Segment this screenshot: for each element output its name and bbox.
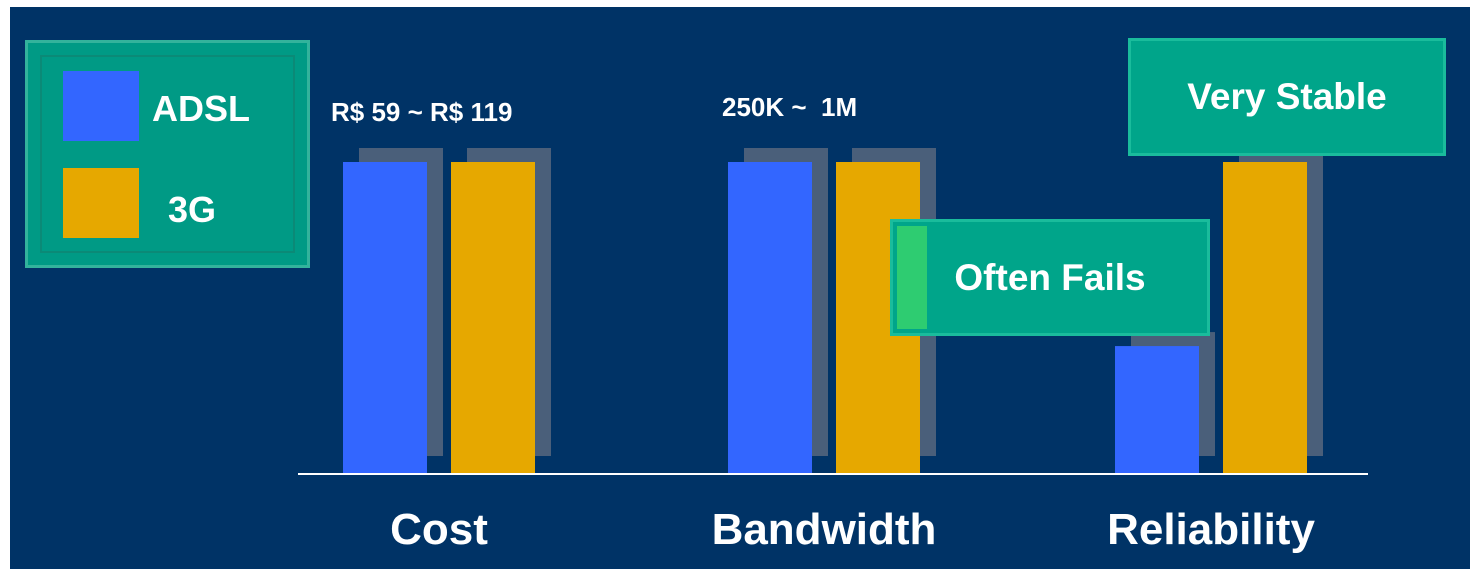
callout-often-fails-text: Often Fails [954,256,1146,298]
legend-swatch-3g [63,168,139,238]
callout-very-stable-text: Very Stable [1187,76,1387,117]
bars [343,162,1307,474]
callout-very-stable: Very Stable [1128,38,1446,156]
bandwidth-range-label: 250K ~ 1M [722,92,858,122]
legend-swatch-adsl [63,71,139,141]
category-label-reliability: Reliability [1107,505,1315,554]
category-label-bandwidth: Bandwidth [712,505,937,554]
category-labels: Cost Bandwidth Reliability [390,505,1315,554]
bar-bandwidth-adsl [728,162,812,474]
callout-often-fails: Often Fails [890,219,1210,336]
bar-reliability-adsl [1115,346,1199,474]
cost-range-label: R$ 59 ~ R$ 119 [331,97,513,127]
legend-label-adsl: ADSL [152,88,250,129]
legend-label-3g: 3G [168,189,217,230]
bar-reliability-3g [1223,162,1307,474]
callout-accent-strip [897,226,927,329]
legend-inner-frame [40,55,295,253]
legend: ADSL 3G [25,40,310,268]
bar-cost-3g [451,162,535,474]
category-label-cost: Cost [390,505,488,554]
bar-cost-adsl [343,162,427,474]
